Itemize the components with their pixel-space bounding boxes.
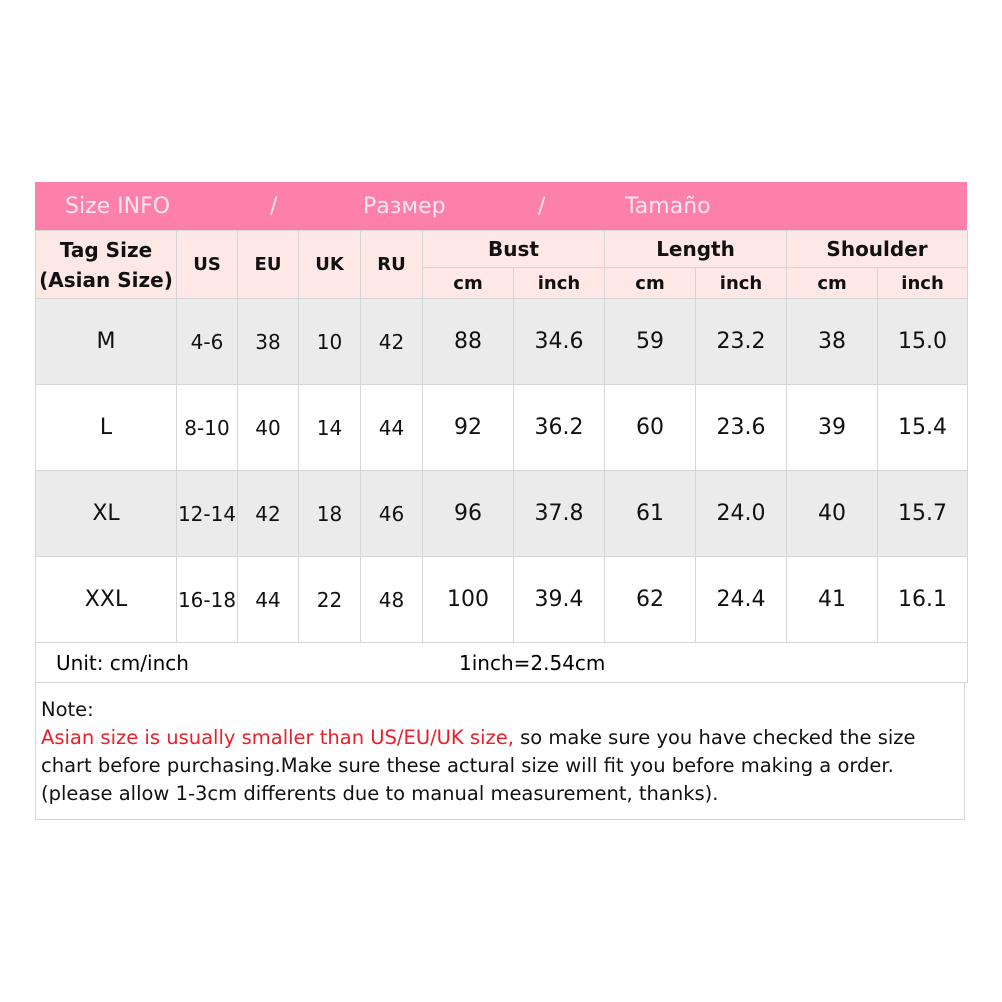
cell-length-inch: 23.2 bbox=[695, 298, 788, 385]
cell-ru: 46 bbox=[360, 470, 423, 557]
cell-tag-size: M bbox=[35, 298, 177, 385]
cell-uk: 22 bbox=[298, 556, 361, 643]
cell-length-cm: 61 bbox=[604, 470, 697, 557]
cell-us: 12-14 bbox=[176, 470, 238, 557]
cell-shoulder-cm: 40 bbox=[786, 470, 879, 557]
cell-shoulder-cm: 41 bbox=[786, 556, 879, 643]
title-ru: Размер bbox=[363, 194, 446, 219]
title-separator: / bbox=[538, 194, 546, 219]
table-row: XL 12-14 42 18 46 96 37.8 61 24.0 40 15.7 bbox=[35, 470, 969, 557]
note-label: Note: bbox=[41, 698, 94, 721]
unit-conversion: 1inch=2.54cm bbox=[459, 651, 606, 675]
cell-ru: 48 bbox=[360, 556, 423, 643]
title-en: Size INFO bbox=[65, 194, 171, 219]
cell-uk: 10 bbox=[298, 298, 361, 385]
cell-uk: 14 bbox=[298, 384, 361, 471]
table-row: L 8-10 40 14 44 92 36.2 60 23.6 39 15.4 bbox=[35, 384, 969, 471]
table-row: M 4-6 38 10 42 88 34.6 59 23.2 38 15.0 bbox=[35, 298, 969, 385]
cell-eu: 38 bbox=[237, 298, 299, 385]
cell-length-inch: 24.4 bbox=[695, 556, 788, 643]
cell-shoulder-inch: 15.4 bbox=[877, 384, 969, 471]
header-tag-size: Tag Size (Asian Size) bbox=[35, 230, 177, 299]
size-table: Tag Size (Asian Size) US EU UK RU Bust Le… bbox=[35, 230, 969, 643]
header-shoulder: Shoulder bbox=[786, 230, 969, 268]
header-ru: RU bbox=[360, 230, 423, 299]
header-inch: inch bbox=[695, 267, 788, 299]
header-cm: cm bbox=[604, 267, 697, 299]
cell-shoulder-inch: 15.7 bbox=[877, 470, 969, 557]
note-warning: Asian size is usually smaller than US/EU… bbox=[41, 726, 514, 749]
cell-bust-inch: 36.2 bbox=[512, 384, 606, 471]
header-cm: cm bbox=[786, 267, 879, 299]
cell-tag-size: XL bbox=[35, 470, 177, 557]
cell-shoulder-inch: 16.1 bbox=[877, 556, 969, 643]
cell-length-cm: 60 bbox=[604, 384, 697, 471]
cell-eu: 40 bbox=[237, 384, 299, 471]
cell-ru: 44 bbox=[360, 384, 423, 471]
cell-tag-size: XXL bbox=[35, 556, 177, 643]
note-box: Note: Asian size is usually smaller than… bbox=[35, 682, 965, 820]
table-row: XXL 16-18 44 22 48 100 39.4 62 24.4 41 16.1 bbox=[35, 556, 969, 643]
cell-eu: 44 bbox=[237, 556, 299, 643]
header-uk: UK bbox=[298, 230, 361, 299]
cell-bust-cm: 96 bbox=[422, 470, 514, 557]
cell-eu: 42 bbox=[237, 470, 299, 557]
cell-tag-size: L bbox=[35, 384, 177, 471]
cell-bust-cm: 100 bbox=[422, 556, 514, 643]
header-eu: EU bbox=[237, 230, 299, 299]
cell-us: 8-10 bbox=[176, 384, 238, 471]
cell-length-inch: 23.6 bbox=[695, 384, 788, 471]
title-separator: / bbox=[270, 194, 278, 219]
cell-bust-inch: 39.4 bbox=[512, 556, 606, 643]
header-inch: inch bbox=[512, 267, 606, 299]
note-text: so make sure you have checked the size c… bbox=[41, 726, 916, 805]
cell-bust-cm: 92 bbox=[422, 384, 514, 471]
header-us: US bbox=[176, 230, 238, 299]
cell-shoulder-inch: 15.0 bbox=[877, 298, 969, 385]
title-bar: Size INFO / Размер / Tamaño bbox=[35, 182, 967, 230]
title-es: Tamaño bbox=[625, 194, 711, 219]
cell-shoulder-cm: 38 bbox=[786, 298, 879, 385]
unit-row: Unit: cm/inch 1inch=2.54cm bbox=[35, 643, 968, 683]
cell-us: 16-18 bbox=[176, 556, 238, 643]
cell-us: 4-6 bbox=[176, 298, 238, 385]
header-cm: cm bbox=[422, 267, 514, 299]
cell-bust-inch: 37.8 bbox=[512, 470, 606, 557]
cell-bust-inch: 34.6 bbox=[512, 298, 606, 385]
cell-ru: 42 bbox=[360, 298, 423, 385]
cell-uk: 18 bbox=[298, 470, 361, 557]
header-length: Length bbox=[604, 230, 788, 268]
cell-length-inch: 24.0 bbox=[695, 470, 788, 557]
cell-bust-cm: 88 bbox=[422, 298, 514, 385]
unit-label: Unit: cm/inch bbox=[56, 651, 189, 675]
cell-length-cm: 59 bbox=[604, 298, 697, 385]
cell-length-cm: 62 bbox=[604, 556, 697, 643]
header-bust: Bust bbox=[421, 230, 606, 268]
cell-shoulder-cm: 39 bbox=[786, 384, 879, 471]
header-inch: inch bbox=[877, 267, 969, 299]
